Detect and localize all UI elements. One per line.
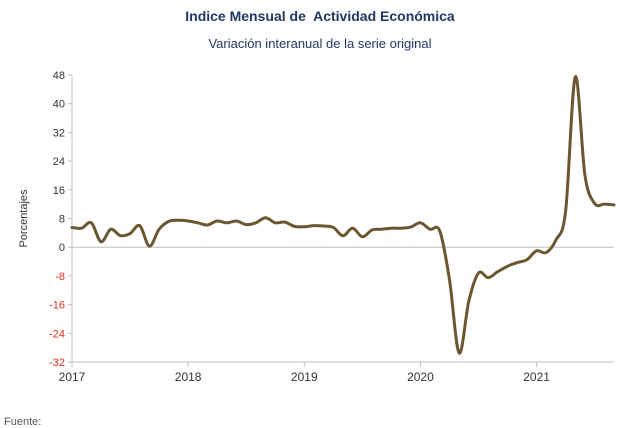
data-point (593, 202, 595, 204)
y-tick-label: 8 (59, 214, 65, 226)
x-tick-label: 2021 (523, 370, 550, 384)
y-tick-label: 16 (53, 185, 65, 197)
data-point (158, 228, 160, 230)
data-point (419, 222, 421, 224)
data-point (342, 235, 344, 237)
data-point (197, 222, 199, 224)
data-point (516, 261, 518, 263)
y-tick-label: -24 (49, 328, 65, 340)
data-point (371, 229, 373, 231)
series-line (70, 75, 616, 355)
data-point (535, 250, 537, 252)
data-point (448, 278, 450, 280)
data-point (148, 245, 150, 247)
data-point (429, 228, 431, 230)
data-point (322, 225, 324, 227)
y-axis-label: Porcentajes (18, 189, 30, 248)
data-point (584, 174, 586, 176)
x-tick-label: 2018 (175, 370, 202, 384)
y-tick-label: 24 (53, 156, 65, 168)
data-point (216, 220, 218, 222)
data-point (506, 265, 508, 267)
data-point (80, 227, 82, 229)
data-point (477, 272, 479, 274)
data-point (235, 220, 237, 222)
data-point (264, 217, 266, 219)
data-point (71, 226, 73, 228)
y-tick-label: 0 (59, 242, 65, 254)
y-tick-label: -16 (49, 300, 65, 312)
data-point (351, 227, 353, 229)
data-point (313, 224, 315, 226)
data-point (255, 222, 257, 224)
data-point (526, 259, 528, 261)
data-point (129, 232, 131, 234)
data-point (381, 228, 383, 230)
chart-title: Indice Mensual de Actividad Económica (185, 8, 455, 24)
data-point (284, 221, 286, 223)
data-point (293, 225, 295, 227)
data-point (410, 226, 412, 228)
data-point (119, 235, 121, 237)
y-tick-label: -32 (49, 357, 65, 369)
data-point (613, 204, 615, 206)
data-point (468, 300, 470, 302)
data-point (100, 241, 102, 243)
data-point (361, 236, 363, 238)
data-point (274, 222, 276, 224)
data-point (390, 227, 392, 229)
x-tick-label: 2020 (407, 370, 434, 384)
data-point (139, 224, 141, 226)
data-point (90, 222, 92, 224)
x-tick-label: 2017 (59, 370, 86, 384)
y-tick-label: -8 (55, 271, 65, 283)
data-point (487, 276, 489, 278)
x-tick-label: 2019 (291, 370, 318, 384)
data-point (303, 226, 305, 228)
data-point (458, 352, 460, 354)
y-tick-label: 40 (53, 99, 65, 111)
data-point (206, 224, 208, 226)
data-point (555, 239, 557, 241)
data-point (110, 228, 112, 230)
data-point (332, 226, 334, 228)
footer-note: Fuente: (4, 416, 42, 428)
data-point (177, 219, 179, 221)
data-point (545, 251, 547, 253)
y-tick-label: 32 (53, 127, 65, 139)
y-tick-label: 48 (53, 70, 65, 82)
data-point (168, 220, 170, 222)
data-point (603, 203, 605, 205)
data-point (226, 222, 228, 224)
data-point (564, 210, 566, 212)
data-point (497, 270, 499, 272)
data-point (400, 227, 402, 229)
chart-subtitle: Variación interanual de la serie origina… (208, 36, 432, 51)
data-point (245, 223, 247, 225)
data-point (439, 230, 441, 232)
data-point (574, 76, 576, 78)
data-point (187, 220, 189, 222)
